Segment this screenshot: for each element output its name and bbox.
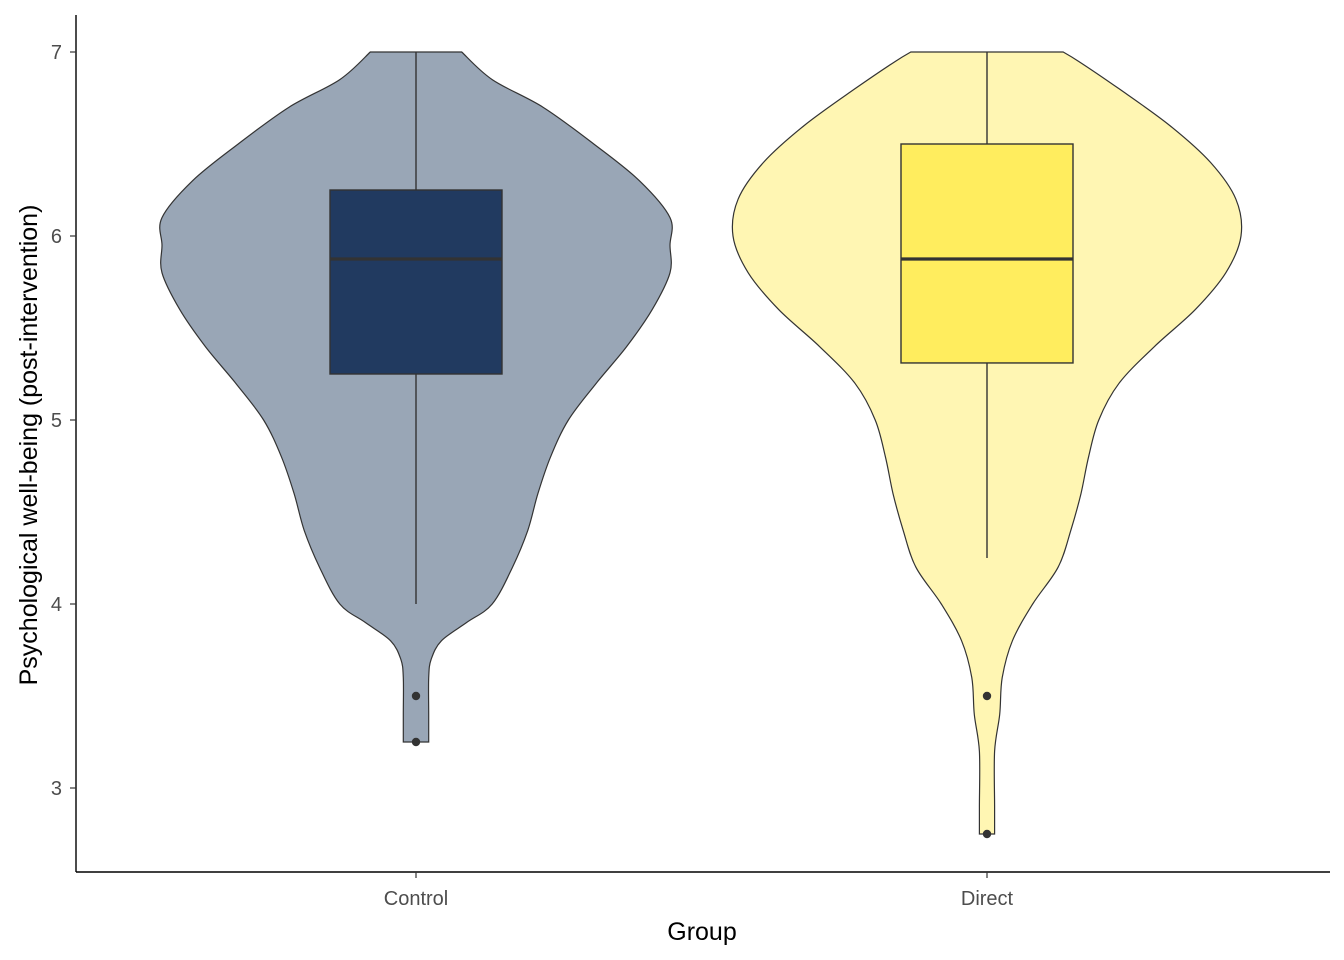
outlier-point-direct-0 [982,691,992,701]
box-direct [900,143,1074,364]
y-tick-label-7: 7 [51,42,62,64]
y-tick-label-5: 5 [51,410,62,432]
y-tick-label-6: 6 [51,226,62,248]
box-control [329,189,503,375]
outlier-point-direct-1 [982,829,992,839]
x-axis-title: Group [667,918,736,946]
y-tick-label-4: 4 [51,594,62,616]
plot-marks [159,51,1243,839]
outlier-point-control-0 [411,691,421,701]
group-control [159,51,673,747]
x-tick-label-control: Control [384,888,448,910]
y-ticks: 3 4 5 6 7 [51,42,76,800]
x-ticks: Control Direct [384,872,1014,910]
outlier-point-control-1 [411,737,421,747]
group-direct [731,51,1243,839]
x-tick-label-direct: Direct [961,888,1014,910]
y-axis-title: Psychological well-being (post-intervent… [15,205,43,686]
y-tick-label-3: 3 [51,778,62,800]
